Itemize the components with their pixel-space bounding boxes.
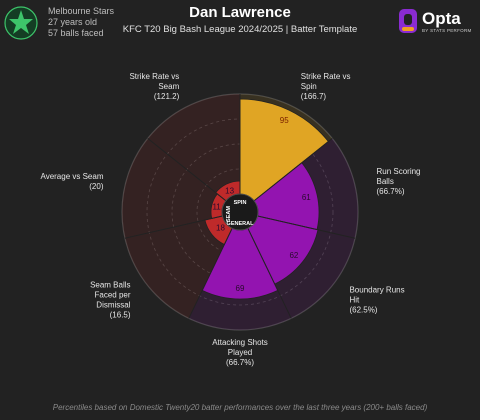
chart-header: Dan Lawrence KFC T20 Big Bash League 202… [0,4,480,35]
metric-value: (121.2) [154,92,180,101]
percentile-label: 95 [280,116,289,125]
group-label: SEAM [226,206,232,222]
player-name: Dan Lawrence [189,4,291,21]
bar-track [147,94,240,201]
metric-name: Dismissal [96,300,130,309]
team-name: Melbourne Stars [48,6,115,16]
bar-track [121,138,226,239]
metric-label: Run Scoring Balls (66.7%) [376,167,420,196]
metric-label: Strike Rate vs Spin (166.7) [301,72,351,101]
metric-name: Faced per [95,290,131,299]
metric-name: Strike Rate vs [129,72,179,81]
metric-value: (66.7%) [226,358,254,367]
percentile-label: 13 [225,186,234,195]
brand-subtitle: BY STATS PERFORM [422,28,472,33]
metric-name: Strike Rate vs [301,72,351,81]
metric-name: Played [228,348,252,357]
metric-label: Seam Balls Faced per Dismissal (16.5) [90,280,131,319]
metric-name: Run Scoring [376,167,420,176]
segment-divider [188,228,233,319]
metric-label: Average vs Seam (20) [41,172,104,191]
metric-name: Seam [158,82,179,91]
metric-name: Hit [349,295,360,304]
percentile-label: 11 [212,203,221,212]
segment-divider [124,215,223,239]
segment-divider [247,228,292,319]
metric-value: (66.7%) [376,187,404,196]
opta-logo-icon [399,9,417,33]
brand-name: Opta [422,9,461,28]
center-hub [221,193,259,231]
metric-name: Average vs Seam [41,172,104,181]
balls-faced: 57 balls faced [48,28,104,38]
team-info: Melbourne Stars 27 years old 57 balls fa… [48,6,114,39]
metric-value: (20) [89,182,104,191]
metric-name: Spin [301,82,317,91]
metric-value: (62.5%) [349,305,377,314]
metric-name: Seam Balls [90,280,130,289]
segment-divider [253,138,333,202]
percentile-label: 62 [289,251,298,260]
metric-label: Strike Rate vs Seam (121.2) [129,72,179,101]
metric-name: Boundary Runs [349,285,404,294]
metric-name: Balls [376,177,393,186]
metric-value: (166.7) [301,92,327,101]
team-logo [4,6,38,40]
metric-label: Boundary Runs Hit (62.5%) [349,285,404,314]
footnote: Percentiles based on Domestic Twenty20 b… [52,403,428,412]
brand: Opta BY STATS PERFORM [398,8,474,38]
bar-track [124,216,233,319]
grid-ring [146,118,334,306]
percentile-label: 69 [236,284,245,293]
metric-label: Attacking Shots Played (66.7%) [212,338,268,367]
chart-subtitle: KFC T20 Big Bash League 2024/2025 | Batt… [122,24,358,35]
group-label: GENERAL [227,221,255,227]
percentile-label: 61 [302,193,311,202]
segment-divider [257,215,356,239]
player-age: 27 years old [48,17,98,27]
segment-divider [147,138,227,202]
metric-value: (16.5) [110,310,131,319]
metric-name: Attacking Shots [212,338,268,347]
star-icon [9,10,33,34]
percentile-label: 18 [216,224,225,233]
group-label: SPIN [234,200,247,206]
